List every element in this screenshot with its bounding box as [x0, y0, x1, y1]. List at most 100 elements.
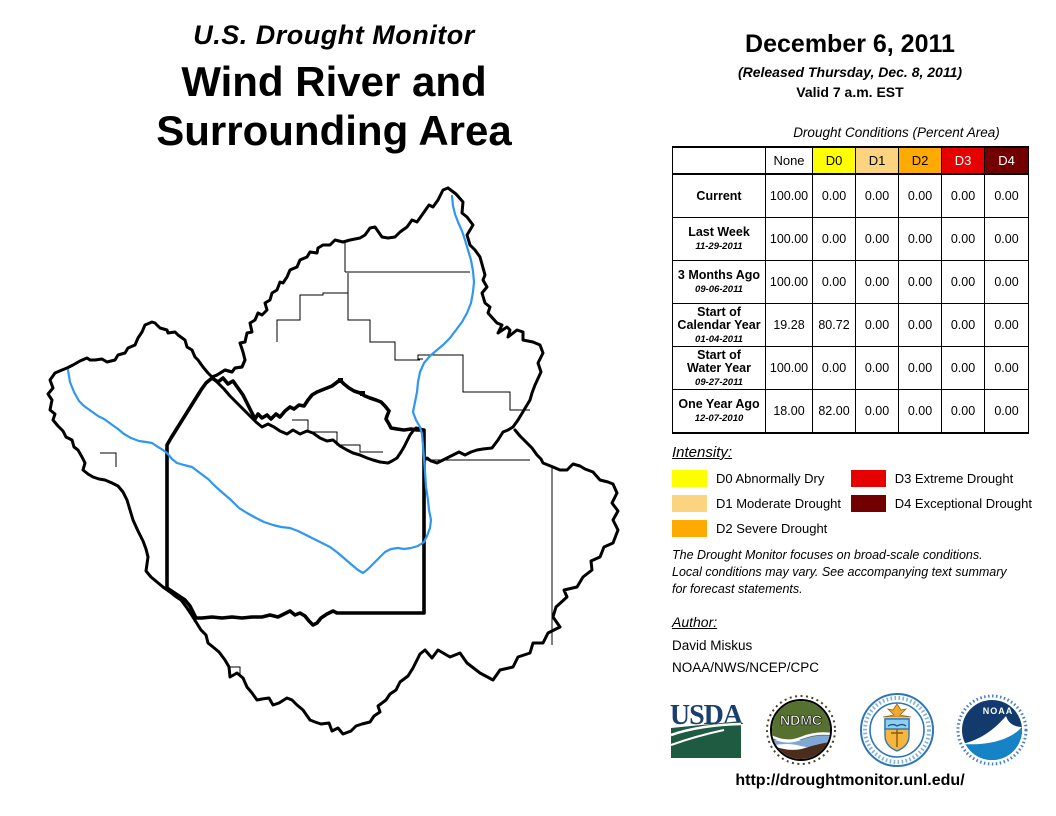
value-cell: 0.00 [898, 346, 942, 390]
row-date: 12-07-2010 [694, 413, 744, 424]
legend-label: D1 Moderate Drought [716, 496, 842, 511]
valid-time: Valid 7 a.m. EST [796, 84, 904, 100]
ndmc-logo: NDMC [766, 695, 837, 765]
value-cell: 0.00 [855, 217, 899, 261]
value-cell: 0.00 [941, 260, 985, 304]
value-cell: 100.00 [765, 217, 813, 261]
ndmc-logo-text: NDMC [780, 712, 822, 728]
value-cell: 0.00 [984, 217, 1029, 261]
usda-logo: USDA [670, 700, 744, 758]
intensity-legend: Intensity: D0 Abnormally Dry D1 Moderate … [672, 444, 1032, 537]
table-header-row: None D0 D1 D2 D3 D4 [672, 146, 1029, 175]
value-cell: 0.00 [984, 389, 1029, 434]
column-header-d4: D4 [984, 146, 1029, 175]
row-date: 11-29-2011 [695, 241, 743, 252]
noaa-logo-text: NOAA [983, 706, 1014, 716]
intensity-heading: Intensity: [672, 444, 733, 461]
legend-column-right: D3 Extreme Drought D4 Exceptional Drought [850, 470, 1032, 537]
value-cell: 0.00 [941, 217, 985, 261]
legend-swatch [672, 520, 707, 537]
watershed-boundaries [46, 186, 620, 736]
value-cell: 0.00 [812, 217, 856, 261]
value-cell: 0.00 [941, 389, 985, 434]
legend-item: D4 Exceptional Drought [850, 495, 1032, 512]
value-cell: 0.00 [941, 173, 985, 218]
legend-swatch [672, 470, 707, 487]
noaa-logo: NOAA [956, 694, 1028, 766]
row-label: Current [672, 173, 766, 218]
title-block: U.S. Drought Monitor Wind River and Surr… [28, 20, 640, 155]
row-date: 09-06-2011 [695, 284, 743, 295]
value-cell: 0.00 [984, 260, 1029, 304]
column-header-none: None [765, 146, 813, 175]
legend-label: D3 Extreme Drought [894, 471, 1014, 486]
value-cell: 0.00 [898, 217, 942, 261]
area-title: Wind River and Surrounding Area [28, 57, 640, 155]
value-cell: 18.00 [765, 389, 813, 434]
value-cell: 0.00 [898, 173, 942, 218]
value-cell: 0.00 [855, 260, 899, 304]
reservation-boundary [165, 376, 426, 627]
area-title-line2: Surrounding Area [156, 107, 512, 154]
value-cell: 0.00 [855, 389, 899, 434]
column-header-d0: D0 [812, 146, 856, 175]
value-cell: 80.72 [812, 303, 856, 347]
author-heading: Author: [672, 614, 718, 630]
legend-column-left: D0 Abnormally Dry D1 Moderate Drought D2 S… [672, 470, 851, 537]
value-cell: 0.00 [898, 303, 942, 347]
table-title: Drought Conditions (Percent Area) [793, 125, 1000, 140]
value-cell: 0.00 [855, 346, 899, 390]
map-date: December 6, 2011 [745, 30, 955, 58]
row-date: 09-27-2011 [695, 376, 743, 388]
agency-logos: USDA NDMC [668, 692, 1028, 768]
value-cell: 0.00 [984, 346, 1029, 390]
value-cell: 0.00 [941, 346, 985, 390]
table-row: Start of Water Year 09-27-2011 100.00 0.00 0… [672, 346, 1029, 390]
legend-item: D3 Extreme Drought [850, 470, 1032, 487]
county-lines [100, 243, 553, 677]
value-cell: 0.00 [812, 260, 856, 304]
value-cell: 0.00 [898, 260, 942, 304]
value-cell: 100.00 [765, 260, 813, 304]
commerce-seal-logo [859, 693, 934, 767]
legend-label: D2 Severe Drought [716, 521, 828, 536]
value-cell: 82.00 [812, 389, 856, 434]
table-row: One Year Ago 12-07-2010 18.00 82.00 0.00 0.00… [672, 389, 1029, 434]
value-cell: 0.00 [941, 303, 985, 347]
footer-url: http://droughtmonitor.unl.edu/ [735, 772, 965, 789]
value-cell: 19.28 [765, 303, 813, 347]
release-date: (Released Thursday, Dec. 8, 2011) [737, 64, 963, 80]
legend-swatch [672, 495, 707, 512]
legend-label: D4 Exceptional Drought [894, 496, 1032, 511]
table-row: Current 100.00 0.00 0.00 0.00 0.00 0.00 [672, 173, 1029, 218]
column-header-d1: D1 [855, 146, 899, 175]
legend-item: D0 Abnormally Dry [672, 470, 851, 487]
value-cell: 0.00 [898, 389, 942, 434]
legend-label: D0 Abnormally Dry [716, 471, 825, 486]
value-cell: 0.00 [855, 303, 899, 347]
value-cell: 0.00 [984, 173, 1029, 218]
table-row: Start of Calendar Year 01-04-2011 19.28 80.… [672, 303, 1029, 347]
value-cell: 100.00 [765, 346, 813, 390]
row-date: 01-04-2011 [695, 333, 743, 345]
legend-item: D1 Moderate Drought [672, 495, 851, 512]
legend-swatch [850, 495, 886, 512]
row-label: One Year Ago 12-07-2010 [672, 389, 766, 434]
legend-item: D2 Severe Drought [672, 520, 851, 537]
town-markers [338, 378, 365, 396]
rivers [66, 194, 476, 575]
legend-swatch [850, 470, 886, 487]
table-row: 3 Months Ago 09-06-2011 100.00 0.00 0.00 0.00… [672, 260, 1029, 304]
area-title-line1: Wind River and [181, 58, 487, 105]
table-row: Last Week 11-29-2011 100.00 0.00 0.00 0.00 0.0… [672, 217, 1029, 261]
row-label: Start of Calendar Year 01-04-2011 [672, 303, 766, 347]
program-title: U.S. Drought Monitor [193, 20, 475, 50]
row-label: Last Week 11-29-2011 [672, 217, 766, 261]
value-cell: 0.00 [855, 173, 899, 218]
author-block: Author: David Miskus NOAA/NWS/NCEP/CPC [672, 614, 819, 675]
table-corner-cell [672, 146, 766, 175]
drought-conditions-table: None D0 D1 D2 D3 D4 Current 100.00 0.00 0.00 0.00… [672, 146, 1029, 434]
disclaimer-text: The Drought Monitor focuses on broad-sca… [672, 548, 1007, 596]
